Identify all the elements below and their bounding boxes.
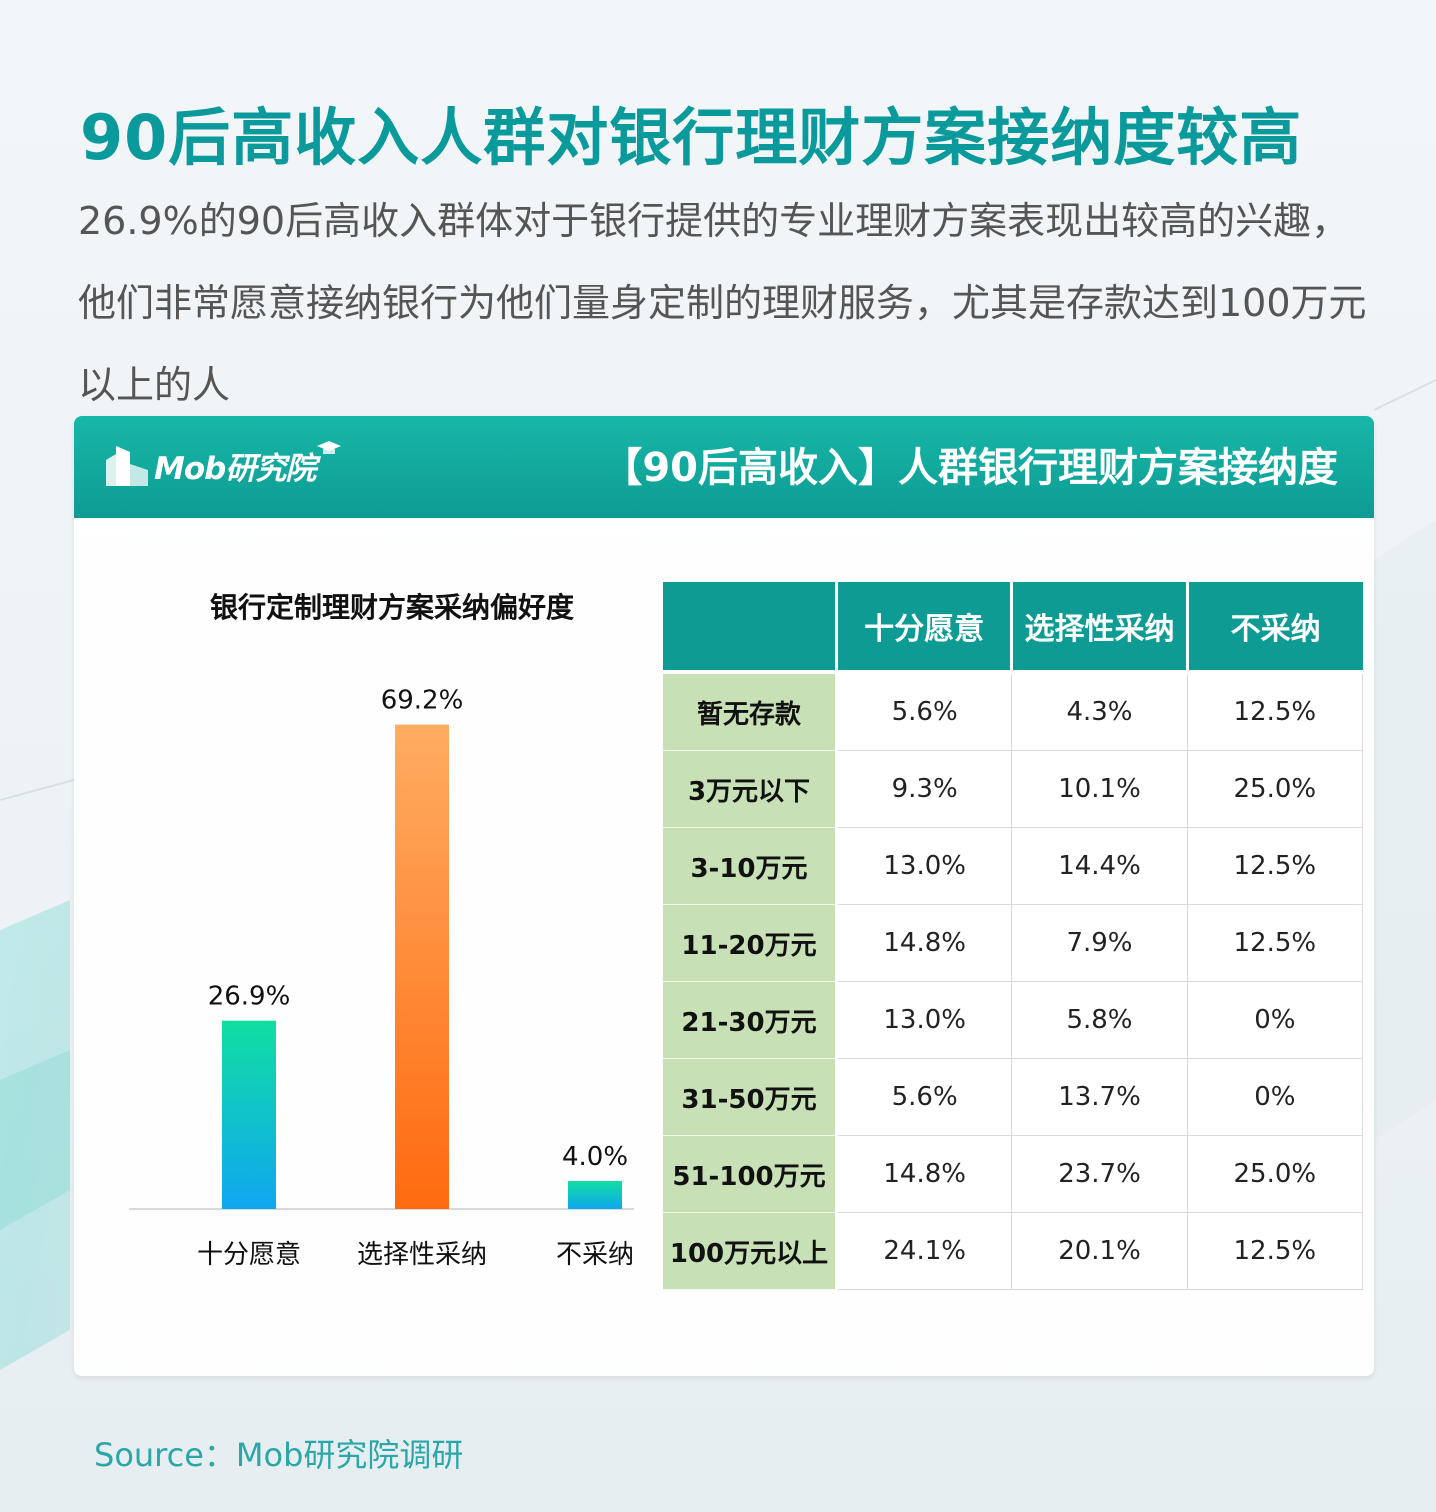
- table-cell: 13.0%: [836, 827, 1013, 905]
- table-header-row: 十分愿意 选择性采纳 不采纳: [663, 582, 1363, 672]
- table-cell: 7.9%: [1011, 904, 1188, 982]
- table-header-cell: 不采纳: [1187, 582, 1363, 672]
- table-cell: 13.0%: [836, 981, 1013, 1059]
- bar-chart: 26.9% 十分愿意 69.2% 选择性采纳 4.0% 不采纳: [129, 686, 634, 1270]
- logo-text: Mob研究院: [154, 450, 316, 487]
- data-label: 69.2%: [381, 686, 464, 716]
- table-cell: 23.7%: [1011, 1135, 1188, 1213]
- table-cell: 5.8%: [1011, 981, 1188, 1059]
- row-label: 暂无存款: [663, 670, 838, 751]
- table-cell: 9.3%: [836, 750, 1013, 828]
- data-label: 26.9%: [208, 982, 291, 1012]
- card-header-title: 【90后高收入】人群银行理财方案接纳度: [602, 445, 1338, 491]
- building-logo-icon: [106, 446, 148, 486]
- table-row: 暂无存款 5.6% 4.3% 12.5%: [663, 670, 1364, 751]
- table-cell: 24.1%: [836, 1212, 1013, 1290]
- bar-2: [395, 724, 449, 1209]
- bar-3: [568, 1181, 622, 1209]
- table-cell: 5.6%: [836, 1058, 1013, 1136]
- table-cell: 14.4%: [1011, 827, 1188, 905]
- row-label: 21-30万元: [663, 981, 838, 1059]
- table-cell: 25.0%: [1187, 1135, 1364, 1213]
- table-cell: 14.8%: [836, 904, 1013, 982]
- table-row: 51-100万元 14.8% 23.7% 25.0%: [663, 1135, 1364, 1213]
- table-cell: 10.1%: [1011, 750, 1188, 828]
- chart-title: 银行定制理财方案采纳偏好度: [209, 591, 574, 624]
- table-header-cell: 选择性采纳: [1011, 582, 1189, 672]
- page-title: 90后高收入人群对银行理财方案接纳度较高: [80, 101, 1303, 174]
- table-row: 100万元以上 24.1% 20.1% 12.5%: [663, 1212, 1364, 1290]
- bar-1: [222, 1020, 276, 1209]
- chart-card: Mob研究院 【90后高收入】人群银行理财方案接纳度 银行定制理财方案采纳偏好度…: [74, 416, 1374, 1376]
- row-label: 3万元以下: [663, 750, 838, 828]
- table-cell: 5.6%: [836, 670, 1013, 751]
- table-cell: 4.3%: [1011, 670, 1188, 751]
- table-header-cell: [663, 582, 838, 672]
- row-label: 31-50万元: [663, 1058, 838, 1136]
- category-label: 不采纳: [556, 1240, 634, 1270]
- table-cell: 25.0%: [1187, 750, 1364, 828]
- data-label: 4.0%: [562, 1142, 628, 1172]
- table-row: 21-30万元 13.0% 5.8% 0%: [663, 981, 1364, 1059]
- table-cell: 13.7%: [1011, 1058, 1188, 1136]
- table-row: 3-10万元 13.0% 14.4% 12.5%: [663, 827, 1364, 905]
- table-cell: 12.5%: [1187, 827, 1364, 905]
- table-cell: 0%: [1187, 981, 1364, 1059]
- graduation-cap-icon: [317, 441, 341, 454]
- mob-logo: Mob研究院: [104, 440, 341, 490]
- row-label: 51-100万元: [663, 1135, 838, 1213]
- table-cell: 12.5%: [1187, 904, 1364, 982]
- data-table: 十分愿意 选择性采纳 不采纳 暂无存款 5.6% 4.3% 12.5% 3万元以…: [663, 582, 1364, 1290]
- table-row: 3万元以下 9.3% 10.1% 25.0%: [663, 750, 1364, 828]
- source-note: Source：Mob研究院调研: [94, 1436, 464, 1474]
- table-cell: 20.1%: [1011, 1212, 1188, 1290]
- row-label: 3-10万元: [663, 827, 838, 905]
- table-header-cell: 十分愿意: [836, 582, 1014, 672]
- page-subtitle: 26.9%的90后高收入群体对于银行提供的专业理财方案表现出较高的兴趣，他们非常…: [78, 199, 1367, 407]
- card-header: Mob研究院 【90后高收入】人群银行理财方案接纳度: [74, 416, 1374, 518]
- table-cell: 14.8%: [836, 1135, 1013, 1213]
- category-label: 选择性采纳: [357, 1240, 487, 1270]
- table-cell: 12.5%: [1187, 670, 1364, 751]
- table-cell: 0%: [1187, 1058, 1364, 1136]
- category-label: 十分愿意: [197, 1240, 301, 1270]
- row-label: 11-20万元: [663, 904, 838, 982]
- table-row: 31-50万元 5.6% 13.7% 0%: [663, 1058, 1364, 1136]
- table-cell: 12.5%: [1187, 1212, 1364, 1290]
- row-label: 100万元以上: [663, 1212, 838, 1290]
- table-row: 11-20万元 14.8% 7.9% 12.5%: [663, 904, 1364, 982]
